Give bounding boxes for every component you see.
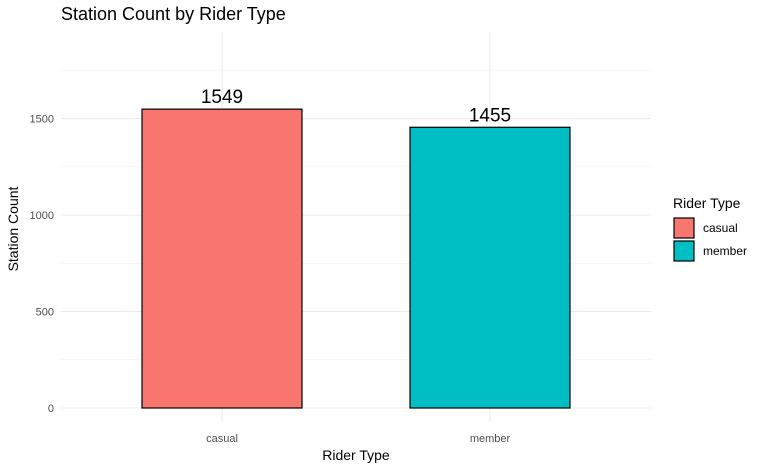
x-tick-label: member <box>470 433 511 445</box>
legend-label-casual: casual <box>703 221 738 235</box>
y-tick-label: 1000 <box>30 210 54 222</box>
bar-casual <box>141 108 303 409</box>
y-axis-title: Station Count <box>5 186 21 271</box>
x-axis-title: Rider Type <box>322 447 390 463</box>
bars <box>141 108 571 409</box>
y-axis-ticks: 0 500 1000 1500 <box>30 114 54 415</box>
legend-title: Rider Type <box>673 195 741 211</box>
bar-value-label: 1455 <box>469 105 511 126</box>
legend: Rider Type casual member <box>673 195 747 262</box>
bar-member <box>409 126 571 409</box>
legend-label-member: member <box>703 244 747 258</box>
bar-value-label: 1549 <box>201 87 243 108</box>
legend-swatch-casual <box>673 217 695 239</box>
bar-value-labels: 1549 1455 <box>201 87 511 126</box>
y-tick-label: 0 <box>48 403 54 415</box>
y-tick-label: 500 <box>36 307 54 319</box>
legend-swatch-member <box>673 240 695 262</box>
chart-title: Station Count by Rider Type <box>61 4 286 24</box>
x-tick-label: casual <box>206 433 238 445</box>
x-axis-ticks: casual member <box>206 433 510 445</box>
y-tick-label: 1500 <box>30 114 54 126</box>
